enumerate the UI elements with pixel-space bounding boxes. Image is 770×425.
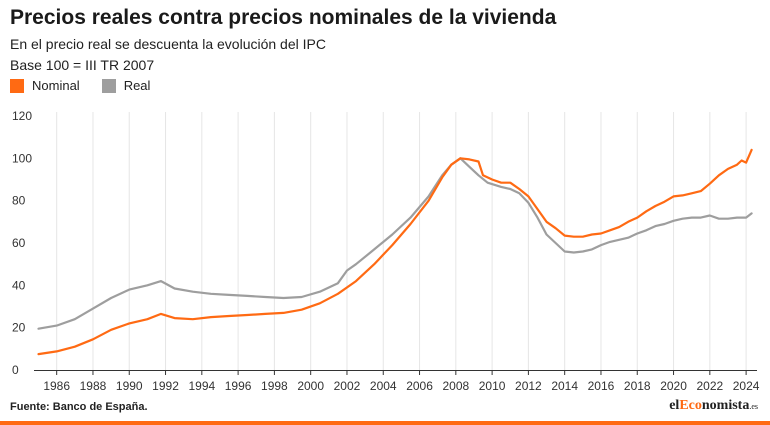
brand-logo: elEconomista.es	[669, 398, 758, 413]
page-title: Precios reales contra precios nominales …	[10, 6, 557, 29]
x-tick-label-2008: 2008	[442, 379, 469, 393]
legend-item-nominal: Nominal	[10, 78, 80, 93]
y-tick-label-100: 100	[12, 151, 32, 165]
x-tick-label-1986: 1986	[43, 379, 70, 393]
x-tick-label-2006: 2006	[406, 379, 433, 393]
y-tick-label-0: 0	[12, 363, 19, 377]
y-tick-label-80: 80	[12, 194, 26, 208]
legend-swatch-real	[101, 78, 116, 93]
x-tick-label-2014: 2014	[551, 379, 578, 393]
x-tick-label-1988: 1988	[80, 379, 107, 393]
x-tick-label-2000: 2000	[297, 379, 324, 393]
y-tick-label-40: 40	[12, 278, 26, 292]
legend-item-real: Real	[101, 78, 151, 93]
y-tick-label-20: 20	[12, 321, 26, 335]
footer-accent-bar	[0, 421, 770, 425]
x-tick-label-1990: 1990	[116, 379, 143, 393]
x-tick-label-2012: 2012	[515, 379, 542, 393]
legend-swatch-nominal	[10, 78, 24, 93]
x-tick-label-2024: 2024	[733, 379, 760, 393]
x-tick-label-1992: 1992	[152, 379, 179, 393]
x-tick-label-2002: 2002	[334, 379, 361, 393]
y-tick-label-60: 60	[12, 236, 26, 250]
x-tick-label-2018: 2018	[624, 379, 651, 393]
x-tick-label-1996: 1996	[225, 379, 252, 393]
x-tick-label-2010: 2010	[479, 379, 506, 393]
series-line-nominal	[37, 148, 753, 356]
legend-label-real: Real	[123, 78, 151, 93]
x-tick-label-2004: 2004	[370, 379, 397, 393]
chart-base-note: Base 100 = III TR 2007	[10, 57, 155, 73]
x-tick-label-2022: 2022	[696, 379, 723, 393]
x-tick-label-1994: 1994	[188, 379, 215, 393]
chart-subtitle: En el precio real se descuenta la evoluc…	[10, 36, 326, 52]
x-tick-label-2020: 2020	[660, 379, 687, 393]
series-line-real	[37, 157, 753, 330]
legend-label-nominal: Nominal	[32, 78, 80, 93]
y-tick-label-120: 120	[12, 109, 32, 123]
source-note: Fuente: Banco de España.	[10, 401, 148, 413]
x-tick-label-2016: 2016	[588, 379, 615, 393]
x-tick-label-1998: 1998	[261, 379, 288, 393]
chart-legend: Nominal Real	[10, 78, 172, 93]
